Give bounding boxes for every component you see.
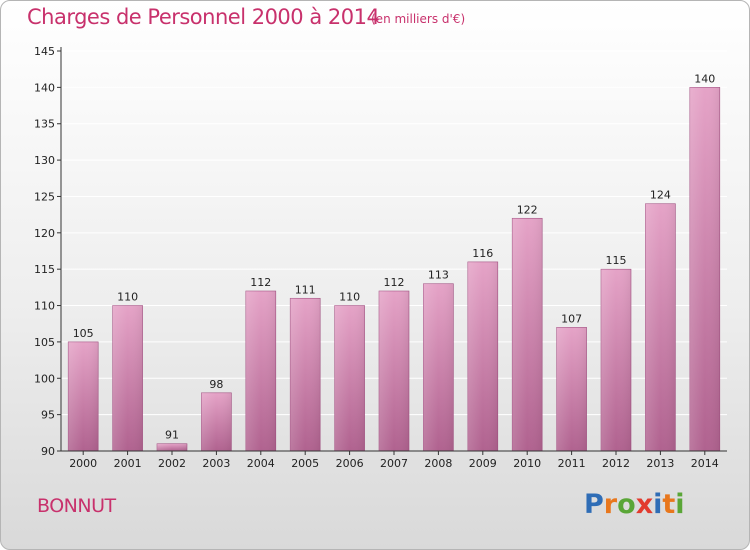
bar-shine bbox=[556, 327, 587, 451]
bar-value-label: 115 bbox=[606, 254, 627, 267]
x-tick-label: 2009 bbox=[469, 457, 497, 470]
bar-shine bbox=[334, 305, 365, 451]
x-tick-label: 2000 bbox=[69, 457, 97, 470]
x-tick-label: 2014 bbox=[691, 457, 719, 470]
x-tick-label: 2006 bbox=[336, 457, 364, 470]
bar-shine bbox=[512, 218, 543, 451]
bar-value-label: 113 bbox=[428, 269, 449, 282]
y-tick-label: 145 bbox=[34, 45, 55, 58]
y-tick-label: 125 bbox=[34, 190, 55, 203]
bar-shine bbox=[157, 443, 187, 451]
y-tick-label: 110 bbox=[34, 300, 55, 313]
logo-letter: P bbox=[584, 489, 604, 520]
bar-shine bbox=[467, 261, 498, 451]
bar-value-label: 112 bbox=[384, 276, 405, 289]
bar-value-label: 122 bbox=[517, 203, 538, 216]
x-tick-label: 2003 bbox=[202, 457, 230, 470]
bar-value-label: 124 bbox=[650, 189, 671, 202]
logo-letter: r bbox=[603, 489, 618, 520]
x-tick-label: 2013 bbox=[646, 457, 674, 470]
x-tick-label: 2012 bbox=[602, 457, 630, 470]
y-tick-label: 140 bbox=[34, 81, 55, 94]
y-tick-label: 120 bbox=[34, 227, 55, 240]
x-tick-label: 2008 bbox=[424, 457, 452, 470]
chart-subtitle: (en milliers d'€) bbox=[371, 12, 466, 26]
y-tick-label: 130 bbox=[34, 154, 55, 167]
labels: 90 95 100 105 110 115 120 125 130 135 140 145 105 200… bbox=[34, 45, 719, 470]
bar-value-label: 140 bbox=[694, 72, 715, 85]
logo-letter: t bbox=[662, 489, 676, 520]
logo-letter: o bbox=[617, 489, 636, 520]
bar-value-label: 111 bbox=[295, 283, 316, 296]
bar-value-label: 98 bbox=[209, 378, 223, 391]
logo-letter: i bbox=[653, 489, 663, 520]
bar-shine bbox=[68, 341, 99, 451]
bar-shine bbox=[601, 269, 631, 451]
y-tick-label: 95 bbox=[41, 409, 55, 422]
y-tick-label: 135 bbox=[34, 118, 55, 131]
axes bbox=[57, 47, 727, 455]
y-tick-label: 90 bbox=[41, 445, 55, 458]
chart-title: Charges de Personnel 2000 à 2014 bbox=[27, 5, 380, 29]
x-tick-label: 2001 bbox=[114, 457, 142, 470]
bar-value-label: 105 bbox=[73, 327, 94, 340]
x-tick-label: 2007 bbox=[380, 457, 408, 470]
bar-shine bbox=[245, 291, 276, 451]
y-tick-label: 100 bbox=[34, 372, 55, 385]
logo-letter: i bbox=[675, 489, 685, 520]
x-tick-label: 2011 bbox=[558, 457, 586, 470]
x-tick-label: 2005 bbox=[291, 457, 319, 470]
logo-letter: x bbox=[635, 489, 654, 520]
x-tick-label: 2004 bbox=[247, 457, 275, 470]
commune-name: BONNUT bbox=[37, 495, 116, 517]
proxiti-logo: Proxiti bbox=[584, 489, 685, 520]
bar-value-label: 107 bbox=[561, 312, 582, 325]
bar-value-label: 110 bbox=[117, 291, 138, 304]
y-tick-label: 105 bbox=[34, 336, 55, 349]
x-tick-label: 2010 bbox=[513, 457, 541, 470]
bar-shine bbox=[112, 305, 143, 451]
bar-value-label: 116 bbox=[472, 247, 493, 260]
bar-shine bbox=[645, 203, 676, 451]
bars bbox=[67, 87, 721, 452]
y-tick-label: 115 bbox=[34, 263, 55, 276]
bar-shine bbox=[423, 283, 454, 451]
bar-shine bbox=[290, 298, 321, 451]
x-tick-label: 2002 bbox=[158, 457, 186, 470]
bar-shine bbox=[379, 291, 409, 451]
bar-value-label: 110 bbox=[339, 291, 360, 304]
bar-shine bbox=[689, 87, 720, 451]
bar-value-label: 112 bbox=[250, 276, 271, 289]
bar-value-label: 91 bbox=[165, 429, 179, 442]
bar-shine bbox=[201, 392, 232, 451]
